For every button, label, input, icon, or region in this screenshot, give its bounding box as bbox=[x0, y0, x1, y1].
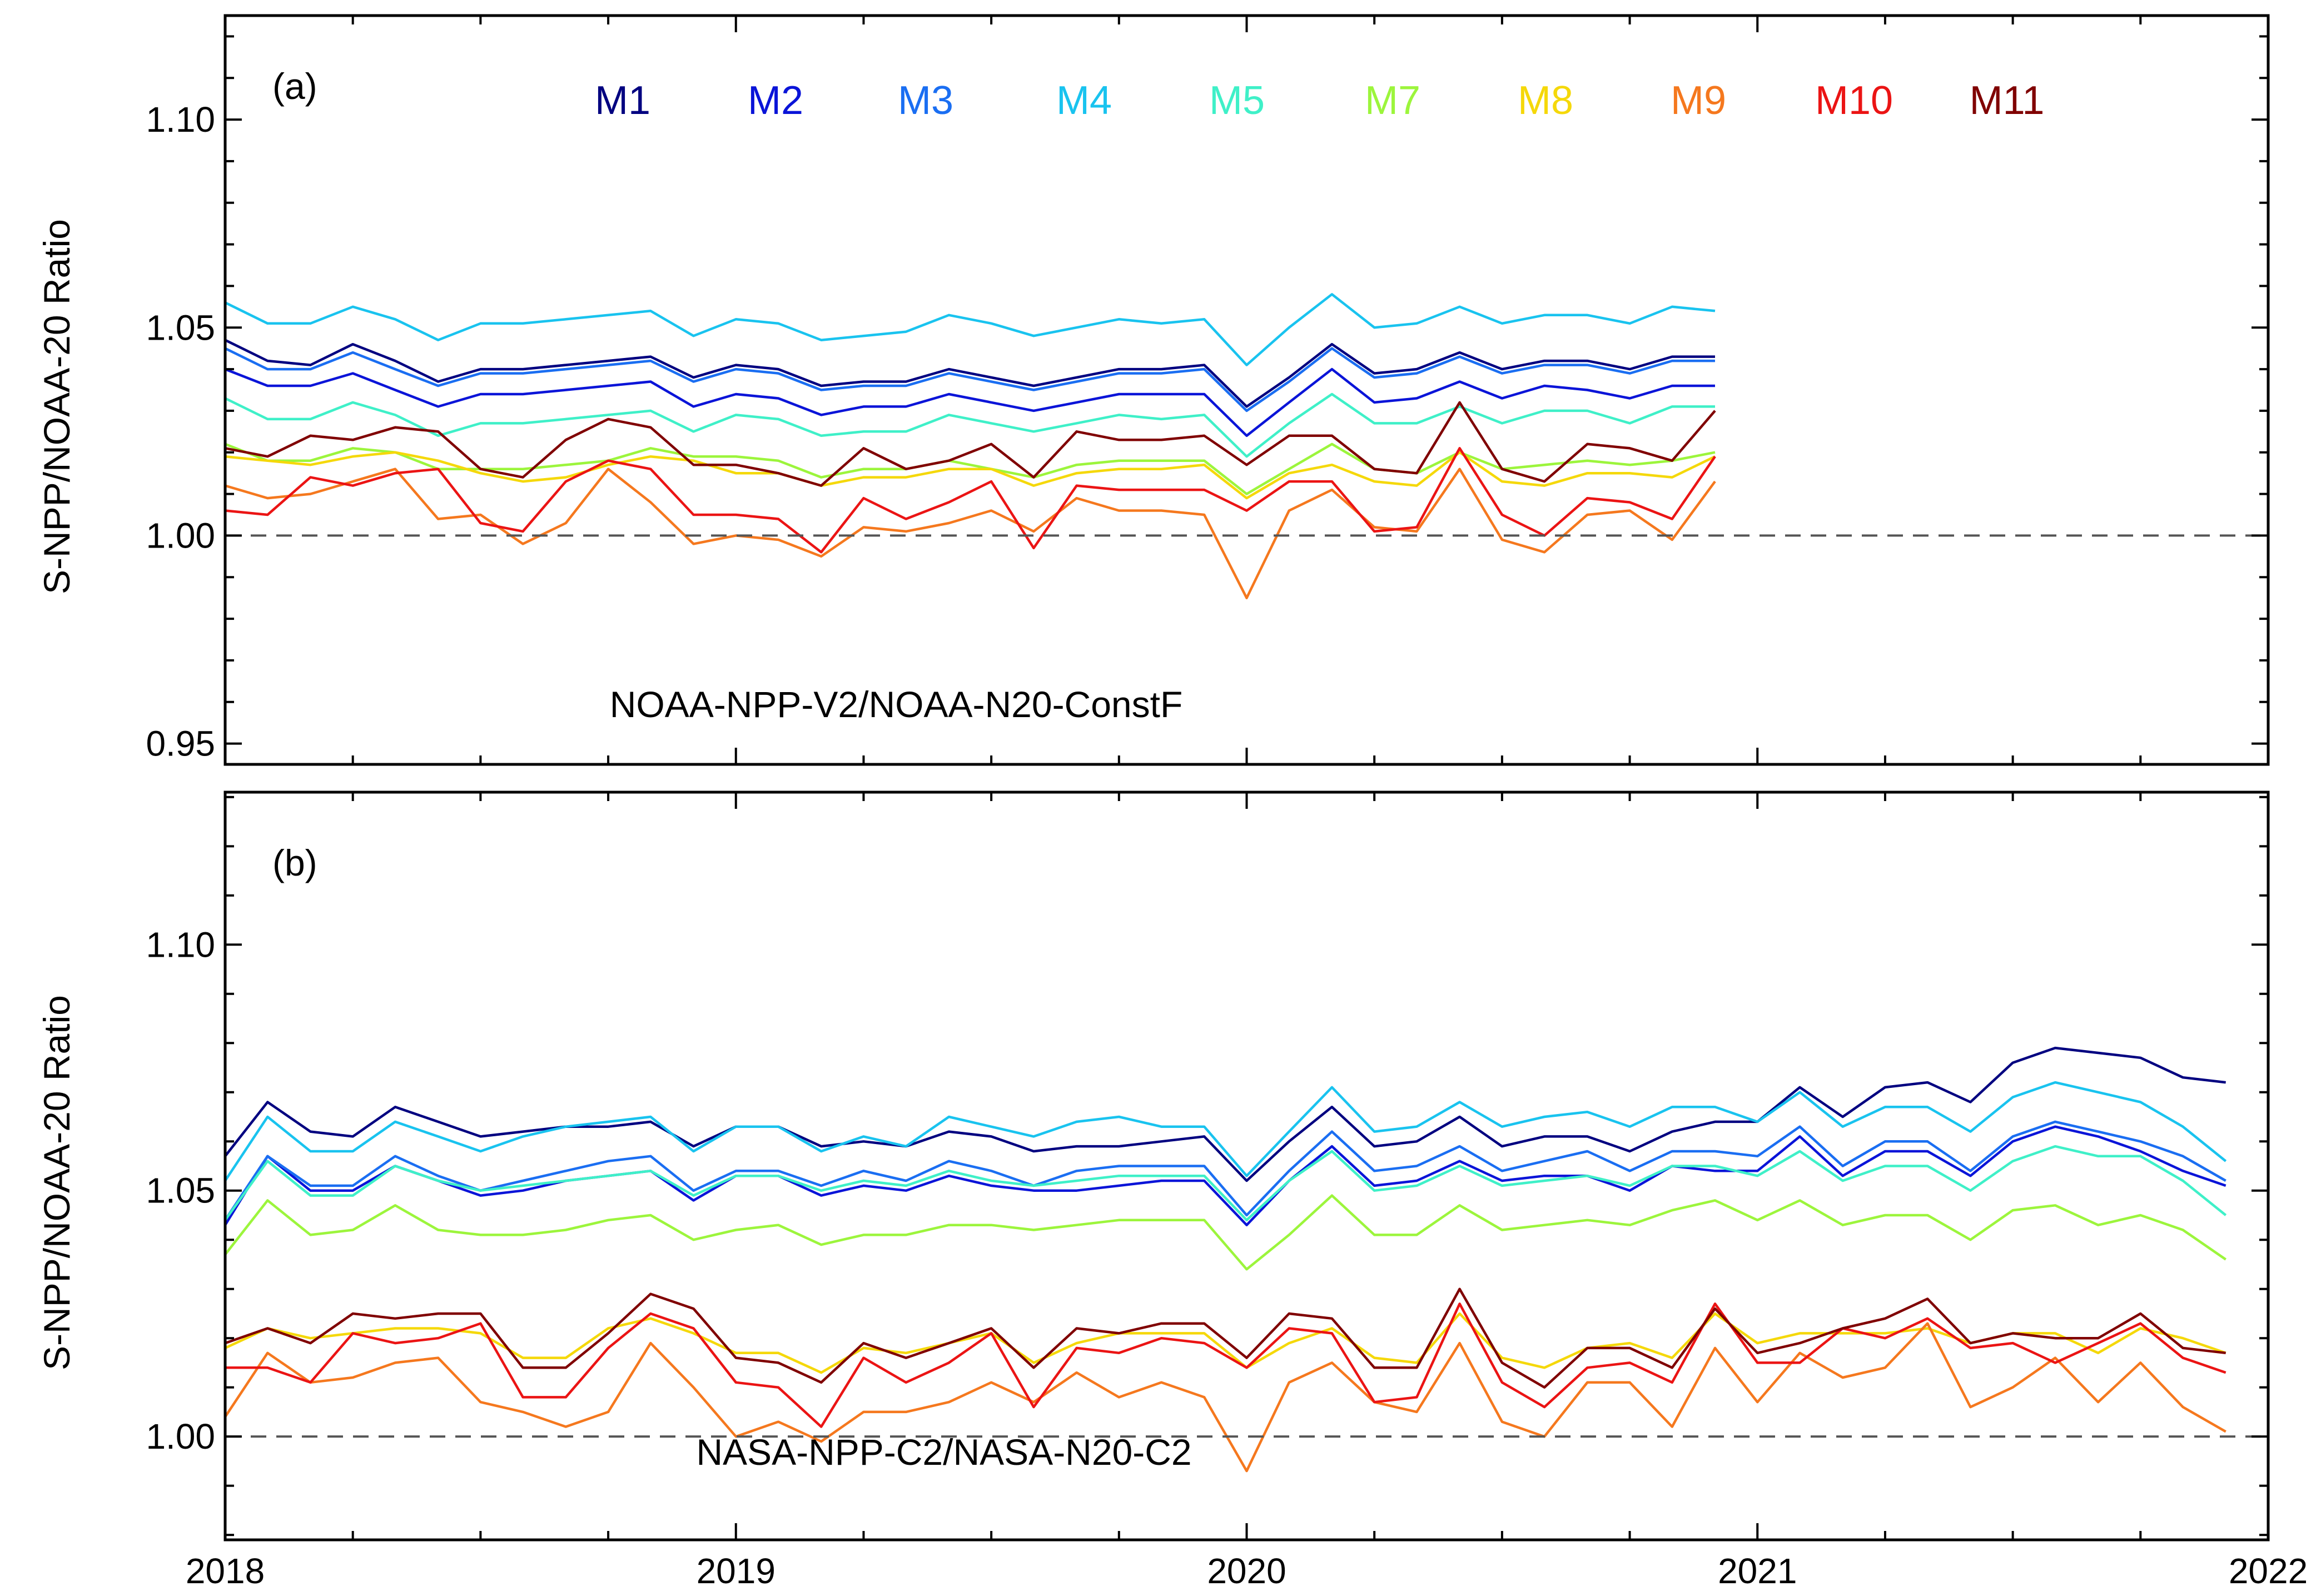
x-tick-label: 2022 bbox=[2229, 1551, 2308, 1591]
panel-a-ticks: 0.95 1.00 1.05 1.10 bbox=[146, 16, 2269, 764]
x-tick-label: 2019 bbox=[697, 1551, 776, 1591]
panel-b-y-axis-title: S-NPP/NOAA-20 Ratio bbox=[36, 995, 77, 1370]
x-tick-label: 2018 bbox=[186, 1551, 265, 1591]
panel-a-caption: NOAA-NPP-V2/NOAA-N20-ConstF bbox=[610, 684, 1183, 725]
series-line-m1 bbox=[225, 339, 1715, 408]
panel-b-frame bbox=[223, 790, 2270, 1542]
series-line-m4 bbox=[224, 1081, 2227, 1182]
y-tick-label: 1.00 bbox=[146, 515, 215, 555]
legend-entry-m2: M2 bbox=[748, 78, 803, 123]
panel-a-frame bbox=[223, 14, 2270, 766]
series-line-m10 bbox=[225, 1302, 2226, 1428]
series-line-m4 bbox=[225, 293, 1716, 366]
panel-b-series bbox=[224, 1046, 2227, 1473]
panel-a-series bbox=[225, 293, 1716, 599]
y-tick-label: 0.95 bbox=[146, 724, 215, 764]
panel-a-label: (a) bbox=[272, 66, 317, 107]
y-tick-label: 1.05 bbox=[146, 1171, 215, 1211]
panel-b-label: (b) bbox=[272, 842, 317, 883]
series-line-m8 bbox=[225, 1312, 2226, 1374]
series-line-m5 bbox=[225, 392, 1715, 458]
series-line-m3 bbox=[225, 347, 1715, 412]
legend-entry-m11: M11 bbox=[1970, 78, 2045, 123]
legend: M1 M2 M3 M4 M5 M7 M8 M9 M10 M11 bbox=[595, 78, 2044, 123]
y-tick-label: 1.05 bbox=[146, 307, 215, 347]
series-line-m7 bbox=[225, 442, 1716, 495]
series-line-m2 bbox=[225, 367, 1715, 437]
y-tick-label: 1.00 bbox=[146, 1416, 215, 1456]
y-tick-label: 1.10 bbox=[146, 100, 215, 140]
legend-entry-m3: M3 bbox=[898, 78, 953, 123]
legend-entry-m9: M9 bbox=[1671, 78, 1726, 123]
y-tick-label: 1.10 bbox=[146, 924, 215, 964]
panel-b-caption: NASA-NPP-C2/NASA-N20-C2 bbox=[696, 1431, 1191, 1473]
series-line-m11 bbox=[225, 401, 1716, 487]
legend-entry-m1: M1 bbox=[595, 78, 650, 123]
series-line-m7 bbox=[224, 1194, 2226, 1271]
legend-entry-m8: M8 bbox=[1518, 78, 1573, 123]
panel-b: 1.00 1.05 1.10 2018 2019 2020 2021 2022 (b) NAS… bbox=[36, 790, 2308, 1591]
panel-a-y-axis-title: S-NPP/NOAA-20 Ratio bbox=[36, 219, 77, 594]
x-tick-label: 2021 bbox=[1718, 1551, 1797, 1591]
panel-b-ticks: 1.00 1.05 1.10 2018 2019 2020 2021 2022 bbox=[146, 792, 2308, 1591]
legend-entry-m7: M7 bbox=[1365, 78, 1420, 123]
series-line-m5 bbox=[224, 1145, 2227, 1222]
series-line-m9 bbox=[224, 1322, 2226, 1473]
series-line-m10 bbox=[225, 447, 1716, 554]
panel-a: 0.95 1.00 1.05 1.10 (a) NOAA-NPP-V2/NOAA-N2… bbox=[36, 14, 2270, 766]
legend-entry-m4: M4 bbox=[1056, 78, 1112, 123]
series-line-m11 bbox=[225, 1287, 2226, 1389]
series-line-m3 bbox=[224, 1120, 2226, 1221]
legend-entry-m10: M10 bbox=[1815, 78, 1893, 123]
x-tick-label: 2020 bbox=[1207, 1551, 1286, 1591]
legend-entry-m5: M5 bbox=[1209, 78, 1265, 123]
